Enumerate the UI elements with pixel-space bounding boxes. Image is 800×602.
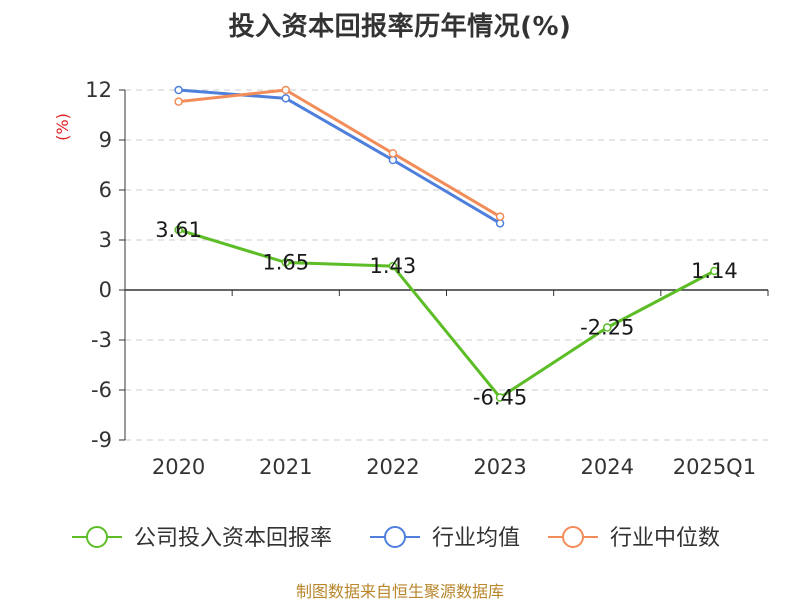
grid-lines — [125, 89, 768, 441]
x-tick-label: 2025Q1 — [673, 455, 756, 479]
data-point — [174, 225, 183, 235]
data-point — [495, 212, 505, 221]
y-tick-label: -6 — [91, 378, 112, 402]
y-tick-label: 9 — [99, 128, 112, 152]
legend-marker — [86, 526, 108, 548]
data-point — [281, 94, 290, 103]
x-tick-label: 2021 — [259, 455, 312, 479]
series-line — [178, 88, 501, 218]
legend-label: 行业中位数 — [610, 526, 720, 551]
x-tick-label: 2023 — [473, 455, 526, 479]
data-point — [281, 85, 290, 95]
legend-marker — [384, 526, 406, 548]
y-tick-label: 12 — [85, 78, 112, 102]
data-point — [174, 97, 183, 106]
chart-title: 投入资本回报率历年情况(%) — [228, 12, 572, 42]
data-point — [603, 323, 612, 332]
x-tick-label: 2020 — [152, 455, 205, 479]
y-tick-label: 0 — [99, 278, 112, 302]
data-label: -2.25 — [580, 316, 634, 340]
data-point — [495, 393, 505, 402]
data-point — [174, 85, 183, 95]
data-label: 1.43 — [370, 254, 417, 278]
legend-label: 行业均值 — [432, 526, 520, 551]
data-label: 1.65 — [262, 251, 309, 275]
y-tick-label: 6 — [99, 178, 112, 202]
axes: 12 9 6 3 0 -3 -6 -9 2020 2021 2022 2023 2024 2025Q1 — [85, 78, 769, 479]
legend-label: 公司投入资本回报率 — [134, 526, 332, 551]
y-axis-unit-label: (%) — [53, 113, 72, 141]
series-lines — [174, 85, 719, 402]
legend: 公司投入资本回报率 行业均值 行业中位数 — [72, 526, 720, 551]
data-source-note: 制图数据来自恒生聚源数据库 — [295, 582, 504, 601]
data-point — [388, 149, 398, 158]
x-tick-label: 2022 — [366, 455, 419, 479]
data-labels: 3.61 1.65 1.43 -6.45 -2.25 1.14 — [155, 218, 738, 410]
data-point — [388, 261, 398, 271]
series-line — [178, 88, 501, 225]
data-point — [710, 266, 719, 276]
y-tick-label: -9 — [91, 428, 112, 452]
legend-marker — [562, 526, 584, 548]
x-tick-label: 2024 — [581, 455, 634, 479]
data-label: -6.45 — [473, 386, 527, 410]
y-tick-label: -3 — [91, 328, 112, 352]
data-label: 3.61 — [155, 218, 202, 242]
data-label: 1.14 — [691, 259, 738, 283]
series-line — [178, 228, 716, 399]
y-tick-label: 3 — [99, 228, 112, 252]
data-point — [281, 258, 290, 267]
